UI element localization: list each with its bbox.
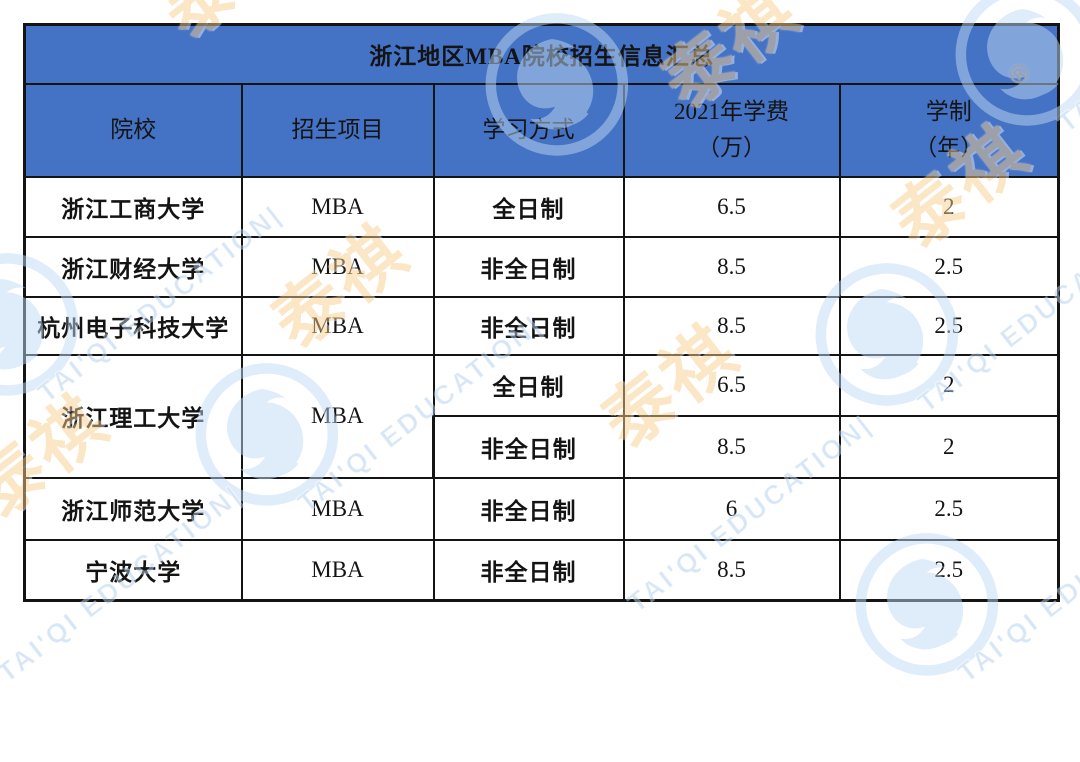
header-line1: 院校 (110, 117, 157, 143)
table-row: 宁波大学 MBA 非全日制 8.5 2.5 (23, 538, 1061, 602)
table-row: 浙江工商大学 MBA 全日制 6.5 2 (23, 175, 1061, 238)
cell-fee: 8.5 (622, 414, 841, 479)
table-header-row: 院校 招生项目 学习方式 2021年学费 （万） 学制 （年） (23, 82, 1061, 178)
header-line1: 招生项目 (291, 117, 384, 143)
cell-years: 2 (838, 175, 1061, 238)
table-row: 浙江财经大学 MBA 非全日制 8.5 2.5 (23, 235, 1061, 298)
cell-fee: 6 (622, 476, 841, 541)
cell-school-merged: 浙江理工大学 (23, 353, 243, 479)
table-title-row: 浙江地区MBA院校招生信息汇总 (22, 23, 1061, 85)
cell-mode: 非全日制 (432, 476, 625, 541)
cell-program: MBA (240, 538, 435, 602)
table-row: 杭州电子科技大学 MBA 非全日制 8.5 2.5 (23, 295, 1061, 356)
cell-school: 浙江财经大学 (23, 235, 243, 298)
cell-school: 浙江师范大学 (23, 476, 243, 541)
table-title: 浙江地区MBA院校招生信息汇总 (22, 23, 1061, 85)
cell-fee: 8.5 (622, 295, 841, 356)
cell-mode: 非全日制 (432, 538, 625, 602)
column-header-fee: 2021年学费 （万） (622, 82, 841, 178)
cell-years: 2 (838, 414, 1061, 479)
cell-fee: 6.5 (622, 175, 841, 238)
cell-fee: 6.5 (622, 353, 841, 417)
cell-school: 杭州电子科技大学 (23, 295, 243, 356)
cell-years: 2.5 (838, 476, 1061, 541)
cell-school: 宁波大学 (23, 538, 243, 602)
mba-admissions-table: 浙江地区MBA院校招生信息汇总 院校 招生项目 学习方式 2021年学费 （万） … (22, 23, 1061, 602)
header-line2: （年） (914, 135, 984, 160)
cell-program: MBA (240, 295, 435, 356)
table-row: 非全日制 8.5 2 (25, 414, 1061, 479)
cell-program: MBA (240, 235, 435, 298)
cell-years: 2.5 (838, 295, 1061, 356)
column-header-years: 学制 （年） (838, 82, 1061, 178)
cell-years: 2.5 (838, 235, 1061, 298)
cell-school: 浙江工商大学 (23, 175, 243, 238)
column-header-program: 招生项目 (240, 82, 435, 178)
cell-fee: 8.5 (622, 235, 841, 298)
header-line1: 学制 (925, 99, 972, 125)
cell-mode: 非全日制 (432, 235, 625, 298)
page: 浙江地区MBA院校招生信息汇总 院校 招生项目 学习方式 2021年学费 （万） … (0, 0, 1080, 689)
cell-years: 2 (838, 353, 1061, 417)
cell-mode: 全日制 (432, 175, 625, 238)
table-row: 浙江师范大学 MBA 非全日制 6 2.5 (23, 476, 1061, 541)
header-line2: （万） (697, 135, 766, 160)
cell-program-merged: MBA (240, 353, 435, 479)
cell-program: MBA (240, 175, 435, 238)
column-header-school: 院校 (23, 82, 243, 178)
cell-program: MBA (240, 476, 435, 541)
cell-mode: 全日制 (432, 353, 625, 417)
cell-mode: 非全日制 (432, 414, 625, 479)
cell-mode: 非全日制 (432, 295, 625, 356)
column-header-mode: 学习方式 (432, 82, 625, 178)
cell-years: 2.5 (838, 538, 1061, 602)
header-line1: 学习方式 (482, 117, 575, 143)
cell-fee: 8.5 (622, 538, 841, 602)
table-row: 浙江理工大学 MBA 全日制 6.5 2 (23, 353, 1061, 479)
header-line1: 2021年学费 (674, 99, 789, 125)
